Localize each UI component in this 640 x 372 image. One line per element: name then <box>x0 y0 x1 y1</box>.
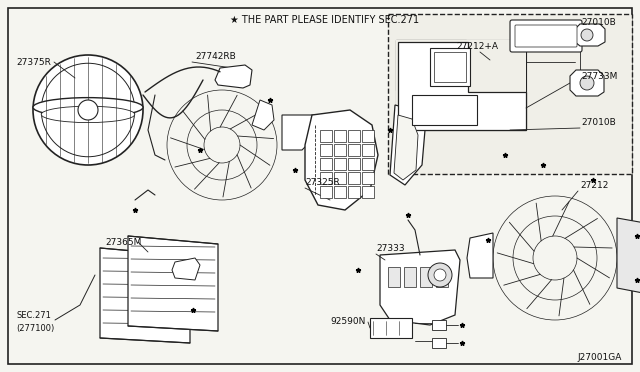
Bar <box>334 186 346 198</box>
Text: J27001GA: J27001GA <box>578 353 622 362</box>
Text: SEC.271: SEC.271 <box>16 311 51 321</box>
Text: 27212+A: 27212+A <box>456 42 498 51</box>
Bar <box>334 172 346 184</box>
Polygon shape <box>172 258 200 280</box>
Bar <box>320 130 332 142</box>
Bar <box>348 144 360 156</box>
Text: 27733M: 27733M <box>581 71 618 80</box>
Circle shape <box>581 29 593 41</box>
Text: 27325R: 27325R <box>305 177 340 186</box>
Bar <box>320 144 332 156</box>
Bar <box>348 158 360 170</box>
Polygon shape <box>390 105 425 185</box>
Text: 27365M: 27365M <box>105 237 141 247</box>
Bar <box>320 158 332 170</box>
Text: ★ THE PART PLEASE IDENTIFY SEC.271: ★ THE PART PLEASE IDENTIFY SEC.271 <box>230 15 419 25</box>
Bar <box>362 158 374 170</box>
Text: (277100): (277100) <box>16 324 54 333</box>
Bar <box>362 144 374 156</box>
Bar <box>362 172 374 184</box>
FancyBboxPatch shape <box>515 25 577 47</box>
Bar <box>436 267 448 287</box>
Polygon shape <box>128 236 218 331</box>
Polygon shape <box>100 248 190 343</box>
Bar <box>432 320 446 330</box>
Circle shape <box>580 76 594 90</box>
Bar <box>334 130 346 142</box>
Polygon shape <box>398 42 526 130</box>
Bar <box>362 186 374 198</box>
Text: 27212: 27212 <box>580 180 609 189</box>
Bar <box>362 130 374 142</box>
Polygon shape <box>617 218 640 293</box>
Bar <box>334 158 346 170</box>
Polygon shape <box>396 40 526 130</box>
Bar <box>404 267 416 287</box>
Text: 27375R: 27375R <box>16 58 51 67</box>
Circle shape <box>41 63 135 157</box>
Circle shape <box>33 55 143 165</box>
Bar <box>348 172 360 184</box>
FancyBboxPatch shape <box>510 20 582 52</box>
Bar <box>370 318 412 338</box>
Bar <box>434 52 466 82</box>
Polygon shape <box>282 115 317 150</box>
Bar <box>388 14 632 174</box>
Polygon shape <box>467 233 493 278</box>
Text: 27010B: 27010B <box>581 118 616 126</box>
Circle shape <box>434 269 446 281</box>
Polygon shape <box>252 100 274 130</box>
Bar <box>396 40 526 130</box>
Text: 27010B: 27010B <box>581 17 616 26</box>
Bar <box>320 172 332 184</box>
Circle shape <box>78 100 98 120</box>
Bar <box>320 186 332 198</box>
Polygon shape <box>570 70 604 96</box>
Bar <box>334 144 346 156</box>
Bar <box>348 186 360 198</box>
Text: 92590N: 92590N <box>330 317 365 327</box>
Polygon shape <box>136 92 308 220</box>
Bar <box>348 130 360 142</box>
Polygon shape <box>380 250 460 325</box>
Polygon shape <box>476 193 635 348</box>
Circle shape <box>428 263 452 287</box>
Bar <box>420 267 432 287</box>
Bar <box>430 48 470 86</box>
Bar <box>388 267 400 287</box>
Bar <box>432 338 446 348</box>
Text: 27742RB: 27742RB <box>195 51 236 61</box>
Bar <box>412 95 477 125</box>
Text: 27333: 27333 <box>376 244 404 253</box>
Polygon shape <box>575 24 605 46</box>
Ellipse shape <box>33 97 143 117</box>
Polygon shape <box>305 110 378 210</box>
Polygon shape <box>215 65 252 88</box>
Polygon shape <box>394 115 418 180</box>
Bar <box>396 40 466 90</box>
Ellipse shape <box>41 106 135 123</box>
